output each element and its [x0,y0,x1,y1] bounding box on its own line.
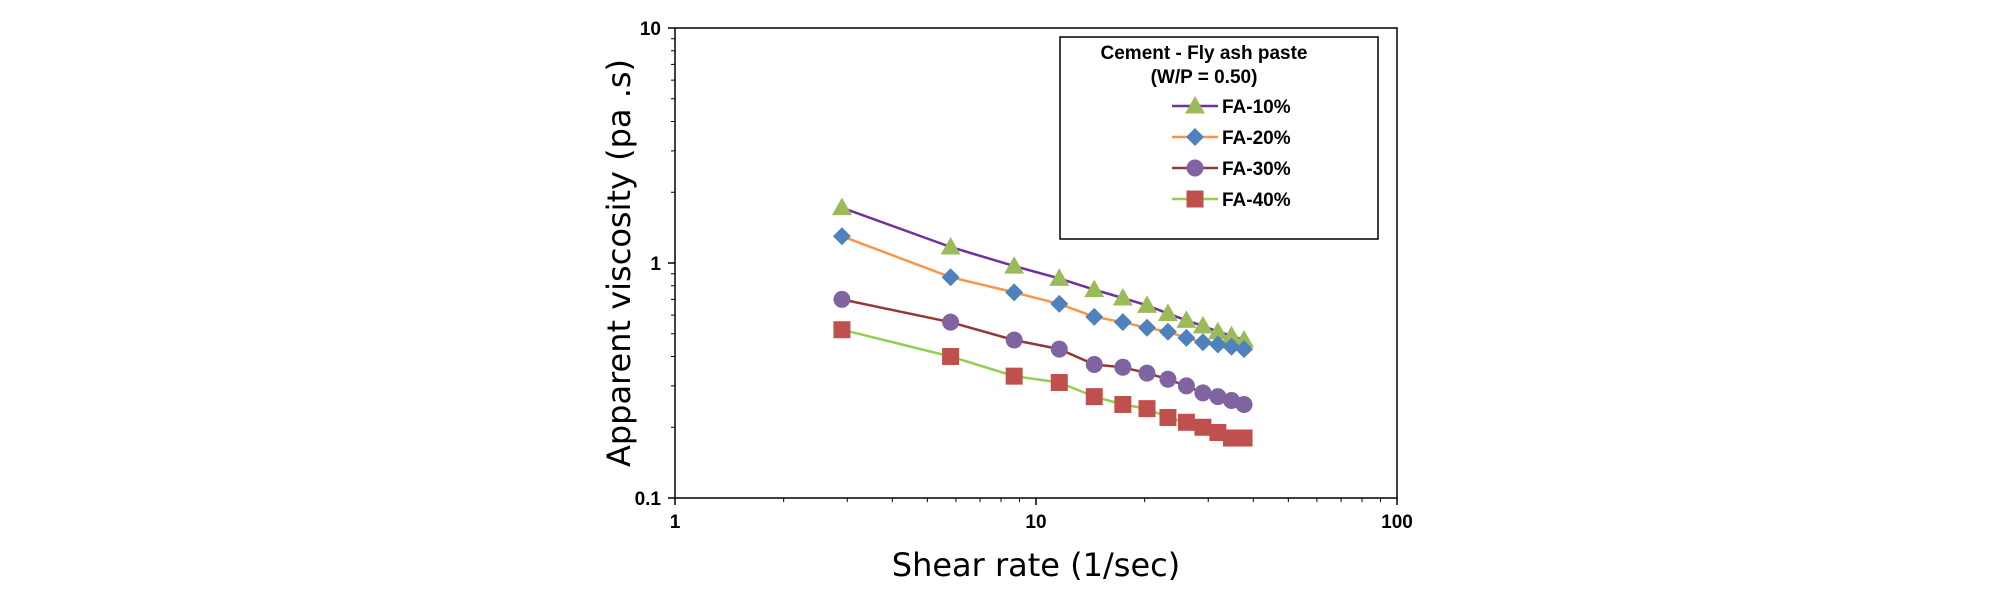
series-fa-30- [833,290,1253,413]
legend-entry-2: FA-30% [1172,159,1291,180]
x-axis-title: Shear rate (1/sec) [892,546,1180,584]
data-point-0-5 [1112,287,1133,306]
data-point-2-8 [1177,377,1195,395]
data-point-0-9 [1192,315,1213,334]
data-point-2-4 [1085,355,1103,373]
data-point-1-4 [1085,307,1104,326]
data-point-2-0 [833,290,851,308]
data-point-3-2 [1005,367,1023,385]
data-point-1-8 [1177,328,1196,347]
data-point-2-9 [1194,384,1212,402]
y-tick-label-1: 1 [650,254,661,275]
legend-entry-1: FA-20% [1172,128,1291,149]
data-point-1-10 [1208,335,1227,354]
data-point-2-5 [1114,358,1132,376]
data-point-0-8 [1176,310,1197,328]
data-point-1-12 [1235,340,1254,359]
data-point-0-0 [831,197,852,216]
x-tick-label-0: 1 [670,512,681,533]
data-point-1-1 [941,268,960,287]
series-layer [831,197,1255,447]
data-point-3-8 [1177,413,1195,431]
data-point-3-0 [833,321,851,339]
data-point-1-5 [1113,313,1132,332]
data-point-1-2 [1005,283,1024,302]
legend-label-3: FA-40% [1222,190,1291,211]
data-point-3-4 [1085,388,1103,406]
data-point-3-9 [1194,418,1212,436]
data-point-2-6 [1138,364,1156,382]
data-point-3-5 [1114,395,1132,413]
data-point-2-12 [1235,395,1253,413]
legend-box [1059,36,1379,240]
data-point-0-12 [1234,330,1255,348]
data-point-3-6 [1138,400,1156,418]
data-point-3-10 [1209,423,1227,441]
series-fa-40- [833,321,1253,447]
x-tick-label-2: 100 [1381,512,1413,533]
data-point-2-3 [1050,340,1068,358]
legend-marker-2 [1186,159,1204,177]
legend-marker-0 [1185,96,1205,114]
legend-title-line1: Cement - Fly ash paste [1101,43,1308,64]
data-point-2-7 [1159,370,1177,388]
data-point-2-10 [1209,388,1227,406]
legend-label-1: FA-20% [1222,128,1291,149]
data-point-1-0 [832,227,851,246]
data-point-0-3 [1049,268,1070,286]
data-point-0-6 [1137,295,1158,313]
axes: 1 10 100 0.1 1 10 [635,19,1413,533]
data-point-1-6 [1138,318,1157,337]
data-point-3-3 [1050,374,1068,392]
legend-entries: FA-10% FA-20% FA-30% FA-40% [1172,96,1291,211]
series-fa-20- [832,227,1254,359]
data-point-3-1 [942,348,960,366]
data-point-1-11 [1222,337,1241,356]
y-axis-title: Apparent viscosity (pa .s) [600,59,638,467]
data-point-1-7 [1158,322,1177,341]
data-point-0-11 [1221,325,1242,344]
y-tick-label-0: 0.1 [635,489,662,510]
y-tick-label-2: 10 [640,19,661,40]
data-point-0-1 [940,236,961,255]
data-point-2-1 [942,313,960,331]
data-point-2-2 [1005,331,1023,349]
legend-entry-0: FA-10% [1172,96,1291,118]
data-point-0-2 [1004,256,1025,274]
legend-marker-3 [1186,190,1204,208]
data-point-0-4 [1084,279,1105,298]
data-point-3-12 [1235,429,1253,447]
legend-title-line2: (W/P = 0.50) [1151,67,1258,88]
legend-marker-1 [1186,128,1204,146]
series-fa-10- [831,197,1255,348]
x-tick-label-1: 10 [1025,512,1046,533]
data-point-0-7 [1157,303,1178,321]
data-point-3-7 [1159,409,1177,427]
data-point-1-9 [1193,333,1212,352]
data-point-1-3 [1050,294,1069,313]
data-point-0-10 [1207,321,1228,340]
legend-entry-3: FA-40% [1172,190,1291,211]
legend-label-0: FA-10% [1222,97,1291,118]
legend-label-2: FA-30% [1222,159,1291,180]
legend: Cement - Fly ash paste (W/P = 0.50) FA-1… [1059,36,1379,240]
